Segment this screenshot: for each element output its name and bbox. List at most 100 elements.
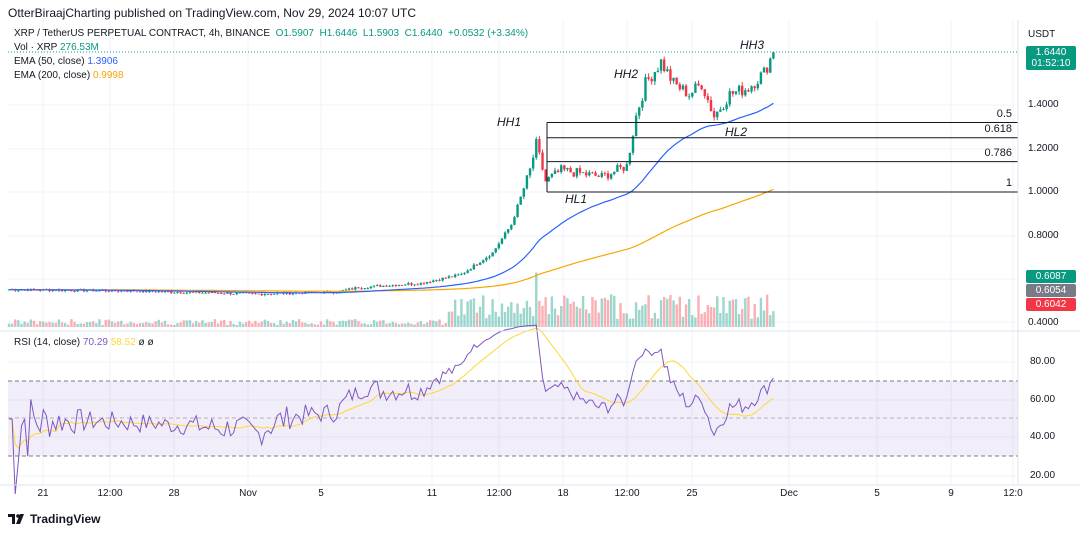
volume-bar xyxy=(447,311,451,327)
candle xyxy=(260,293,263,296)
volume-bar xyxy=(644,304,647,327)
annotation-hh1[interactable]: HH1 xyxy=(497,115,522,129)
volume-bar xyxy=(29,319,33,327)
candle xyxy=(388,285,391,287)
volume-bar xyxy=(488,314,491,327)
volume-bar xyxy=(435,321,438,327)
volume-bar xyxy=(291,319,295,327)
candle xyxy=(544,169,547,182)
volume-bar xyxy=(650,318,653,327)
volume-bar xyxy=(422,323,426,327)
candle xyxy=(478,262,482,265)
annotation-hl2[interactable]: HL2 xyxy=(725,125,748,139)
volume-bar xyxy=(591,296,594,327)
volume-bar xyxy=(185,320,189,327)
candle xyxy=(438,280,441,281)
candle xyxy=(385,285,388,287)
volume-bar xyxy=(538,300,541,327)
candle xyxy=(510,224,513,230)
volume-bar xyxy=(88,322,92,327)
volume-bar xyxy=(581,295,585,327)
candle xyxy=(482,260,485,263)
candle xyxy=(581,172,585,174)
annotation-hh2[interactable]: HH2 xyxy=(614,67,639,81)
candle xyxy=(191,291,195,293)
volume-bar xyxy=(656,318,660,327)
currency-label[interactable]: USDT xyxy=(1028,29,1056,40)
candle xyxy=(413,284,416,286)
volume-bar xyxy=(319,321,323,327)
volume-bar xyxy=(269,322,273,327)
volume-bar xyxy=(472,298,476,327)
symbol-title[interactable]: XRP / TetherUS PERPETUAL CONTRACT, 4h, B… xyxy=(14,28,271,39)
last-price: 1.6440 xyxy=(1035,47,1067,58)
candle xyxy=(619,165,622,168)
candle xyxy=(70,290,73,292)
annotation-hh3[interactable]: HH3 xyxy=(740,38,765,52)
volume-bar xyxy=(466,301,469,327)
candle xyxy=(201,292,204,294)
candle xyxy=(597,175,600,177)
candle xyxy=(379,285,382,287)
volume-bar xyxy=(722,296,725,327)
volume-bar xyxy=(160,322,164,327)
volume-bar xyxy=(39,321,42,327)
candle xyxy=(669,69,672,81)
rsi-label[interactable]: RSI (14, close) xyxy=(14,337,81,348)
candle xyxy=(585,172,588,176)
ema50-label[interactable]: EMA (50, close) xyxy=(14,56,85,67)
volume-bar xyxy=(516,303,519,327)
candle xyxy=(232,293,235,295)
time-tick: 28 xyxy=(168,488,180,499)
price-tick: 0.8000 xyxy=(1028,230,1059,241)
volume-bar xyxy=(672,300,675,327)
volume-bar xyxy=(400,323,404,327)
candle xyxy=(51,290,54,292)
volume-label[interactable]: Vol · XRP xyxy=(14,42,58,53)
volume-bar xyxy=(547,314,550,327)
volume-bar xyxy=(260,321,263,327)
volume-bar xyxy=(703,312,706,327)
volume-bar xyxy=(241,323,245,327)
close-value: C1.6440 xyxy=(404,28,443,39)
candle xyxy=(497,243,501,249)
tradingview-logo-icon xyxy=(8,514,24,524)
candle xyxy=(422,282,426,284)
fib-level-label: 1 xyxy=(1005,177,1012,189)
candle xyxy=(204,292,207,294)
candle xyxy=(435,280,438,281)
change-value: +0.0532 (+3.34%) xyxy=(447,28,529,39)
candle xyxy=(744,90,747,96)
volume-bar xyxy=(606,299,610,327)
volume-bar xyxy=(756,317,759,327)
ema200-label[interactable]: EMA (200, close) xyxy=(14,70,91,81)
tradingview-logo[interactable]: TradingView xyxy=(8,512,100,526)
candle xyxy=(107,291,111,292)
volume-bar xyxy=(60,322,64,327)
volume-bar xyxy=(550,296,554,327)
volume-bar xyxy=(653,312,657,327)
volume-bar xyxy=(728,300,731,327)
volume-value: 276.53M xyxy=(59,42,99,53)
candle xyxy=(650,78,653,82)
candle xyxy=(382,285,385,287)
volume-bar xyxy=(379,320,382,327)
volume-bar xyxy=(347,319,351,327)
time-tick: 12:00 xyxy=(97,488,123,499)
volume-bar xyxy=(450,311,454,327)
volume-bar xyxy=(163,320,167,327)
volume-bar xyxy=(279,320,282,327)
volume-bar xyxy=(17,320,20,327)
volume-bar xyxy=(463,314,466,327)
volume-bar xyxy=(603,297,607,327)
volume-bar xyxy=(491,299,494,327)
candle xyxy=(223,293,226,295)
annotation-hl1[interactable]: HL1 xyxy=(565,192,588,206)
candle xyxy=(659,59,663,71)
candle xyxy=(447,276,451,278)
volume-bar xyxy=(372,320,376,327)
candle xyxy=(687,96,691,98)
candle xyxy=(769,58,772,73)
volume-bar xyxy=(48,321,51,327)
